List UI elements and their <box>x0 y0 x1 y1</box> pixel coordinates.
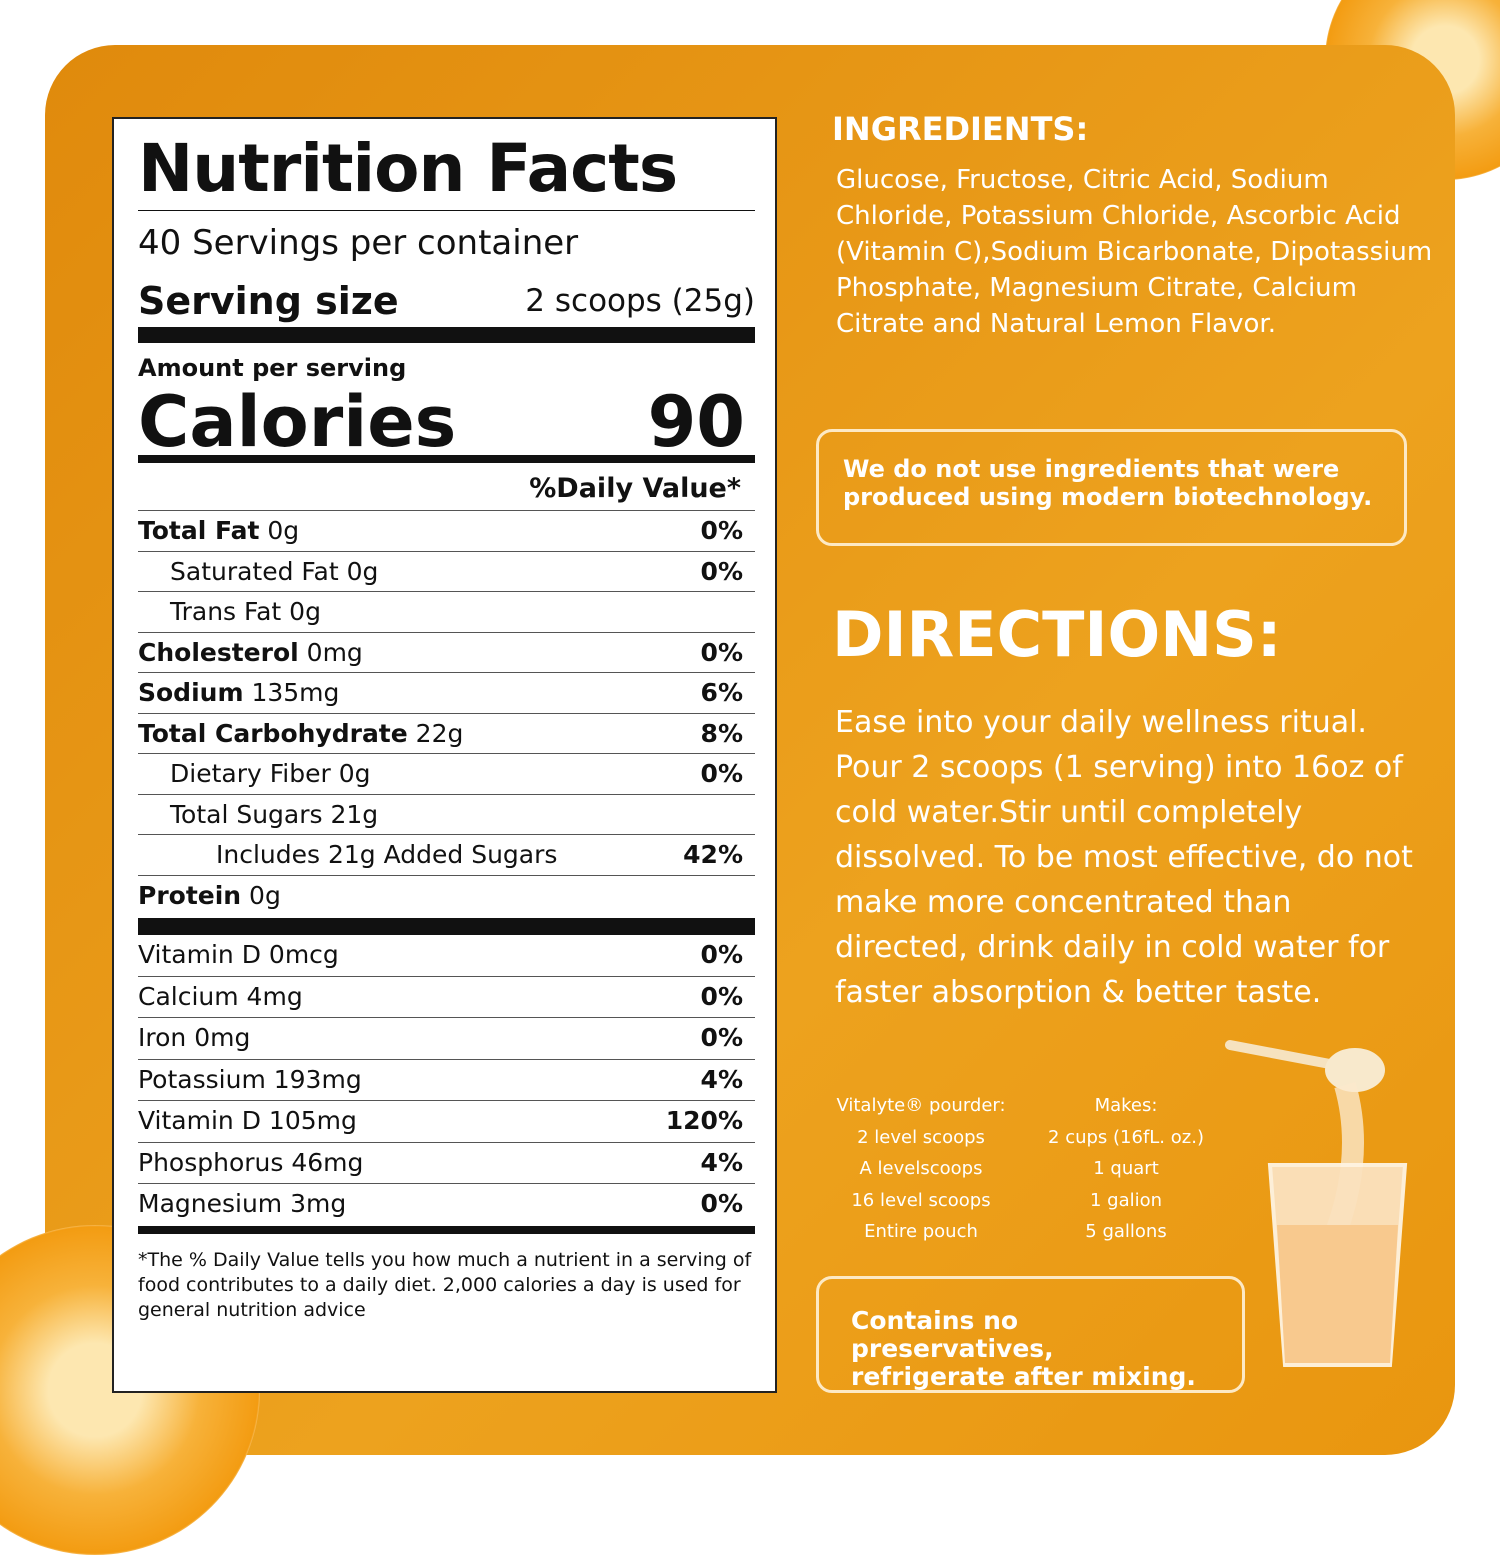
nutrient-name: Saturated Fat 0g <box>170 556 379 586</box>
mixing-cell: A levelscoops <box>859 1158 983 1179</box>
nutrient-row: Trans Fat 0g <box>138 592 755 633</box>
mixing-cell: 5 gallons <box>1085 1221 1167 1242</box>
vitamin-row: Potassium 193mg 4% <box>138 1060 755 1101</box>
nutrient-name: Total Fat 0g <box>138 516 300 545</box>
mixing-col2-header: Makes: <box>1094 1095 1158 1116</box>
nutrient-row: Includes 21g Added Sugars 42% <box>138 835 755 876</box>
label-title: Nutrition Facts <box>138 119 755 211</box>
mixing-cell: 16 level scoops <box>851 1189 991 1211</box>
glass-and-scoop-icon <box>1225 1040 1408 1367</box>
nutrient-name: Trans Fat 0g <box>170 597 321 626</box>
vitamin-dv: 0% <box>700 1023 743 1052</box>
nutrient-row: Dietary Fiber 0g 0% <box>138 754 755 795</box>
vitamin-name: Potassium 193mg <box>138 1064 362 1094</box>
calories-label: Calories <box>138 381 457 463</box>
mixing-col1-header: Vitalyte® pourder: <box>836 1095 1006 1116</box>
nutrient-row: Protein 0g <box>138 876 755 917</box>
ingredients-text: Glucose, Fructose, Citric Acid, Sodium C… <box>836 165 1433 339</box>
vitamin-dv: 4% <box>700 1147 743 1177</box>
mixing-cell: Entire pouch <box>864 1221 978 1242</box>
nutrient-name: Dietary Fiber 0g <box>170 759 371 788</box>
divider <box>138 918 755 935</box>
nutrition-facts-label: Nutrition Facts 40 Servings per containe… <box>112 117 777 1393</box>
vitamin-row: Iron 0mg 0% <box>138 1018 755 1060</box>
mixing-table: Vitalyte® pourder: Makes: 2 level scoops… <box>826 1090 1236 1248</box>
nutrient-row: Total Sugars 21g <box>138 795 755 835</box>
vitamin-name: Vitamin D 0mcg <box>138 940 339 969</box>
nutrient-dv: 8% <box>700 718 743 748</box>
vitamin-row: Vitamin D 0mcg 0% <box>138 935 755 977</box>
vitamin-row: Vitamin D 105mg 120% <box>138 1101 755 1143</box>
directions-text: Ease into your daily wellness ritual. Po… <box>835 705 1413 1010</box>
calories-value: 90 <box>647 381 745 463</box>
serving-size-label: Serving size <box>138 279 399 323</box>
servings-per-container: 40 Servings per container <box>138 223 579 263</box>
mixing-cell: 1 galion <box>1089 1189 1163 1211</box>
divider <box>138 1225 755 1234</box>
nutrient-dv: 6% <box>700 678 743 707</box>
nutrient-dv: 0% <box>700 637 743 667</box>
vitamin-dv: 4% <box>700 1064 743 1094</box>
vitamin-row: Magnesium 3mg 0% <box>138 1184 755 1226</box>
serving-size-value: 2 scoops (25g) <box>525 283 755 319</box>
vitamin-dv: 0% <box>700 1189 743 1218</box>
footnote: *The % Daily Value tells you how much a … <box>138 1248 752 1321</box>
calories: Calories 90 <box>138 385 755 463</box>
nutrient-row: Saturated Fat 0g 0% <box>138 552 755 592</box>
daily-value-header: %Daily Value* <box>138 463 755 511</box>
vitamin-name: Calcium 4mg <box>138 981 303 1011</box>
vitamin-dv: 120% <box>665 1106 743 1135</box>
vitamin-name: Magnesium 3mg <box>138 1189 347 1218</box>
vitamin-row: Phosphorus 46mg 4% <box>138 1143 755 1184</box>
nutrient-row: Cholesterol 0mg 0% <box>138 633 755 673</box>
nutrient-dv: 0% <box>700 556 743 586</box>
vitamin-row: Calcium 4mg 0% <box>138 977 755 1018</box>
nutrient-row: Total Fat 0g 0% <box>138 511 755 552</box>
mixing-cell: 2 cups (16fL. oz.) <box>1048 1126 1204 1148</box>
nutrient-name: Total Sugars 21g <box>170 799 379 829</box>
vitamin-dv: 0% <box>700 940 743 969</box>
nutrient-name: Cholesterol 0mg <box>138 637 363 667</box>
directions-heading: DIRECTIONS: <box>832 598 1282 671</box>
mixing-cell: 1 quart <box>1093 1158 1159 1179</box>
ingredients-heading: INGREDIENTS: <box>832 110 1089 148</box>
mixing-cell: 2 level scoops <box>857 1126 985 1148</box>
nutrient-name: Sodium 135mg <box>138 678 340 707</box>
biotech-note: We do not use ingredients that were prod… <box>816 429 1407 546</box>
nutrient-name: Total Carbohydrate 22g <box>138 718 464 748</box>
vitamin-dv: 0% <box>700 981 743 1011</box>
nutrient-dv: 0% <box>700 516 743 545</box>
vitamin-name: Vitamin D 105mg <box>138 1106 357 1135</box>
nutrient-row: Total Carbohydrate 22g 8% <box>138 714 755 754</box>
vitamin-name: Iron 0mg <box>138 1023 251 1052</box>
vitamin-name: Phosphorus 46mg <box>138 1147 364 1177</box>
nutrient-row: Sodium 135mg 6% <box>138 673 755 714</box>
amount-per-serving: Amount per serving <box>138 354 407 382</box>
serving-size: Serving size 2 scoops (25g) <box>138 261 755 343</box>
nutrient-name: Protein 0g <box>138 880 281 910</box>
nutrient-dv: 0% <box>700 759 743 788</box>
nutrient-dv: 42% <box>683 840 743 869</box>
nutrient-name: Includes 21g Added Sugars <box>216 840 558 869</box>
storage-note: Contains no preservatives, refrigerate a… <box>816 1276 1245 1393</box>
